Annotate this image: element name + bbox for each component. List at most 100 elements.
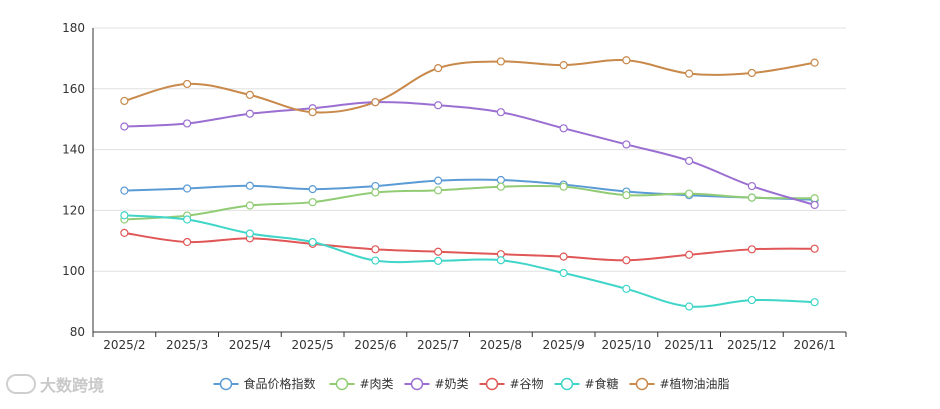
x-tick-label: 2025/7: [417, 338, 459, 352]
series-line: [124, 184, 815, 221]
data-point: [245, 109, 254, 118]
data-point: [496, 108, 505, 117]
data-point: [622, 256, 631, 265]
legend-item-5: #植物油油脂: [629, 376, 730, 391]
data-point: [622, 284, 631, 293]
data-point: [496, 57, 505, 66]
data-point: [810, 194, 819, 203]
data-point: [810, 58, 819, 67]
data-point: [622, 56, 631, 65]
legend-item-4: #食糖: [554, 376, 619, 391]
x-tick-label: 2025/2: [103, 338, 145, 352]
x-tick-label: 2025/10: [601, 338, 651, 352]
data-point: [434, 186, 443, 195]
legend-item-0: 食品价格指数: [213, 376, 316, 391]
data-point: [810, 200, 819, 210]
data-point: [747, 181, 756, 191]
y-tick-label: 100: [62, 264, 85, 278]
series-4: [120, 211, 819, 311]
x-tick-label: 2026/1: [794, 338, 836, 352]
series-line: [124, 58, 815, 114]
watermark: 大数跨境: [6, 372, 104, 396]
data-point: [371, 245, 380, 254]
data-point: [559, 60, 568, 70]
legend-item-1: #肉类: [329, 377, 394, 391]
grid-lines: [93, 27, 846, 272]
series-line: [124, 231, 815, 262]
legend-label: #食糖: [585, 376, 619, 391]
legend: 食品价格指数 #肉类 #奶类 #谷物 #食糖 #植物油油脂: [213, 376, 730, 391]
legend-label: 食品价格指数: [244, 376, 316, 391]
data-point: [559, 252, 568, 261]
data-point: [622, 140, 631, 149]
legend-label: #奶类: [435, 377, 469, 391]
data-point: [308, 108, 317, 117]
data-point: [747, 68, 756, 78]
x-tick-label: 2025/6: [354, 338, 396, 352]
data-point: [496, 256, 505, 265]
data-point: [183, 215, 192, 224]
series-lines: [120, 56, 819, 311]
data-point: [622, 191, 631, 200]
data-point: [245, 201, 254, 210]
data-point: [434, 101, 443, 110]
series-3: [120, 228, 819, 265]
legend-label: #谷物: [510, 377, 544, 391]
x-tick-label: 2025/9: [543, 338, 585, 352]
data-point: [120, 211, 129, 220]
y-tick-label: 180: [62, 21, 85, 35]
data-point: [308, 185, 317, 194]
data-point: [685, 250, 694, 259]
data-point: [496, 175, 505, 185]
data-point: [120, 96, 129, 106]
data-point: [183, 237, 192, 247]
x-tick-label: 2025/4: [229, 338, 271, 352]
series-5: [120, 56, 819, 117]
watermark-logo-icon: [6, 374, 36, 394]
data-point: [747, 245, 756, 254]
data-point: [245, 181, 254, 190]
data-point: [308, 198, 317, 207]
legend-marker-icon: [410, 377, 424, 391]
y-tick-label: 160: [62, 82, 85, 96]
series-line: [124, 101, 815, 206]
data-point: [434, 64, 443, 73]
data-point: [559, 182, 568, 191]
data-point: [371, 256, 380, 265]
x-tick-label: 2025/5: [292, 338, 334, 352]
series-line: [124, 214, 815, 308]
legend-marker-icon: [335, 377, 349, 391]
data-point: [747, 295, 756, 305]
legend-marker-icon: [635, 377, 649, 391]
x-tick-label: 2025/3: [166, 338, 208, 352]
y-tick-label: 140: [62, 143, 85, 157]
data-point: [685, 189, 694, 198]
y-tick-label: 120: [62, 203, 85, 217]
series-0: [120, 175, 819, 204]
data-point: [183, 119, 192, 128]
data-point: [371, 98, 380, 107]
data-point: [434, 176, 443, 185]
data-point: [183, 184, 192, 193]
series-2: [120, 98, 819, 210]
legend-marker-icon: [485, 377, 499, 391]
data-point: [559, 268, 568, 278]
legend-item-2: #奶类: [404, 377, 469, 391]
data-point: [183, 79, 192, 89]
data-point: [245, 229, 254, 238]
data-point: [308, 237, 317, 247]
data-point: [120, 228, 129, 237]
data-point: [685, 69, 694, 78]
series-line: [124, 178, 815, 201]
legend-item-3: #谷物: [479, 377, 544, 391]
data-point: [496, 182, 505, 191]
data-point: [434, 256, 443, 265]
x-tick-label: 2025/12: [727, 338, 777, 352]
data-point: [747, 193, 756, 202]
legend-label: #植物油油脂: [660, 376, 730, 391]
x-tick-label: 2025/11: [664, 338, 714, 352]
data-point: [371, 188, 380, 197]
watermark-text: 大数跨境: [40, 376, 105, 395]
